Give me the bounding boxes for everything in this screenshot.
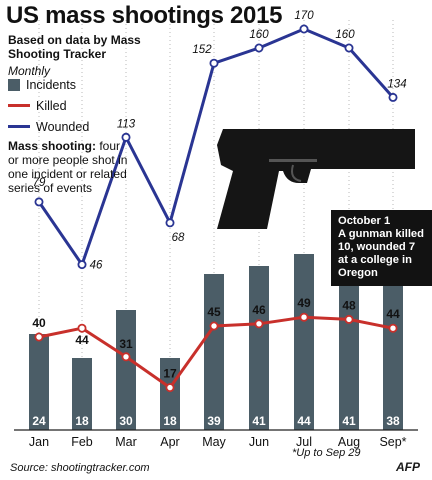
killed-point [165,383,175,393]
bar [294,254,314,430]
bar [160,358,180,430]
bar [383,278,403,430]
bar-value-label: 30 [119,414,133,428]
bar-value-label: 18 [163,414,177,428]
bar-value-label: 44 [297,414,311,428]
bar [29,334,49,430]
legend-label-incidents: Incidents [26,77,77,92]
killed-data-label: 31 [119,337,133,351]
wounded-point [388,92,398,102]
callout-line: A gunman killed [338,228,424,240]
footnote: *Up to Sep 29 [292,447,361,459]
wounded-data-label: 46 [90,260,103,272]
bar [204,274,224,430]
legend-label-wounded: Wounded [36,119,90,134]
bar [72,358,92,430]
wounded-point [121,132,131,142]
wounded-point [299,24,309,34]
killed-point [388,323,398,333]
legend-swatch-killed [8,104,30,107]
definition-text: four or more people shot in one incident… [8,139,128,195]
killed-point [344,314,354,324]
chart-title: US mass shootings 2015 [6,2,283,29]
x-tick-label: Mar [115,435,137,449]
x-tick-label: Jan [29,435,49,449]
legend-item-killed: Killed [8,95,89,116]
afp-logo: AFP [396,460,420,474]
killed-data-label: 49 [297,296,311,310]
bar-value-label: 39 [207,414,221,428]
wounded-point [165,218,175,228]
x-tick-label: May [202,435,226,449]
killed-data-label: 44 [75,333,89,347]
killed-data-label: 46 [252,303,266,317]
wounded-data-label: 160 [335,29,355,41]
wounded-data-label: 79 [33,177,46,189]
wounded-data-label: 68 [172,232,185,244]
killed-data-label: 45 [207,305,221,319]
wounded-data-label: 160 [249,29,269,41]
bar-value-label: 24 [32,414,46,428]
bar-value-label: 18 [75,414,89,428]
x-tick-label: Feb [71,435,93,449]
legend-item-wounded: Wounded [8,116,89,137]
legend-swatch-wounded [8,125,30,128]
x-tick-label: Apr [160,435,179,449]
callout-line: 10, wounded 7 [338,241,416,253]
wounded-data-label: 170 [294,10,314,22]
x-tick-label: Aug [338,435,360,449]
bar [339,266,359,430]
legend: Incidents Killed Wounded [8,74,89,137]
definition-note: Mass shooting: four or more people shot … [8,139,128,195]
callout-line: Oregon [338,267,378,279]
killed-point [254,319,264,329]
wounded-data-label: 113 [117,118,136,130]
callout-line: October 1 [338,215,391,227]
source-note: Source: shootingtracker.com [10,462,150,474]
wounded-point [344,43,354,53]
wounded-point [254,43,264,53]
handgun-icon [217,129,415,229]
bar [249,266,269,430]
legend-label-killed: Killed [36,98,67,113]
killed-data-label: 44 [386,307,400,321]
x-tick-label: Jun [249,435,269,449]
chart-subtitle: Based on data by Mass Shooting Tracker [8,33,141,61]
killed-data-label: 40 [32,316,46,330]
bar-value-label: 41 [342,414,356,428]
wounded-point [34,197,44,207]
x-tick-label: Jul [296,435,312,449]
killed-data-label: 48 [342,298,356,312]
wounded-data-label: 152 [192,44,212,56]
wounded-point [77,260,87,270]
legend-item-incidents: Incidents [8,74,89,95]
x-tick-label: Sep* [379,435,406,449]
killed-point [77,323,87,333]
killed-point [121,352,131,362]
wounded-point [209,58,219,68]
callout-box: October 1 A gunman killed 10, wounded 7 … [331,210,432,286]
bar-value-label: 38 [386,414,400,428]
killed-point [209,321,219,331]
killed-point [299,312,309,322]
period-label: Monthly [8,64,51,78]
bar-value-label: 41 [252,414,266,428]
legend-swatch-incidents [8,78,20,91]
definition-lead: Mass shooting: [8,139,97,153]
wounded-data-label: 134 [387,78,406,90]
bar [116,310,136,430]
killed-data-label: 17 [163,367,177,381]
killed-point [34,332,44,342]
callout-line: at a college in [338,254,412,266]
